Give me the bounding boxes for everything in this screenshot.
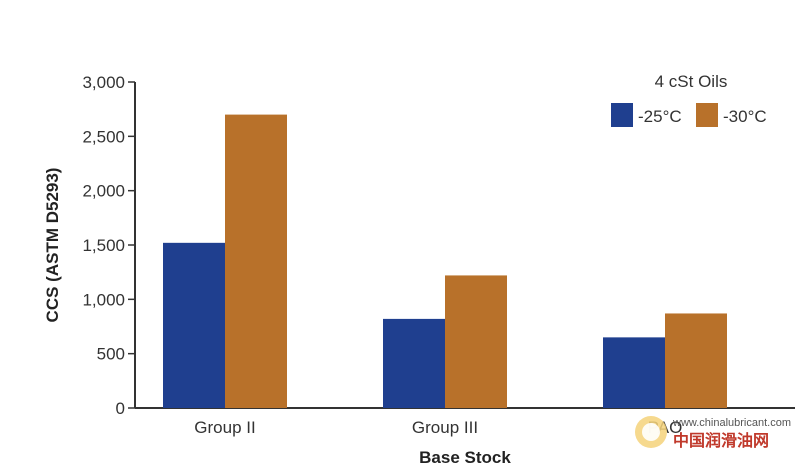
- x-tick-label: Group II: [194, 418, 255, 437]
- y-tick-label: 2,000: [82, 182, 125, 201]
- legend: 4 cSt Oils -25°C -30°C: [611, 72, 767, 127]
- y-tick-label: 2,500: [82, 127, 125, 146]
- y-tick-label: 500: [97, 345, 125, 364]
- bar: [603, 337, 665, 408]
- bar: [163, 242, 225, 408]
- y-tick-label: 3,000: [82, 73, 125, 92]
- y-tick-label: 1,500: [82, 236, 125, 255]
- watermark-logo-icon: [635, 416, 667, 448]
- bar: [225, 114, 287, 408]
- y-tick-label: 1,000: [82, 290, 125, 309]
- x-tick-label: Group III: [412, 418, 478, 437]
- bar: [445, 275, 507, 408]
- bar: [383, 318, 445, 408]
- y-tick-label: 0: [116, 399, 125, 418]
- watermark: www.chinalubricant.com 中国润滑油网: [635, 416, 791, 450]
- y-axis-title: CCS (ASTM D5293): [43, 168, 62, 323]
- legend-title: 4 cSt Oils: [655, 72, 728, 91]
- bars: [163, 114, 727, 408]
- legend-swatch: [611, 103, 633, 127]
- bar: [665, 313, 727, 408]
- watermark-url: www.chinalubricant.com: [672, 417, 791, 429]
- y-axis: 0 500 1,000 1,500 2,000 2,500 3,000: [82, 73, 136, 418]
- legend-label: -30°C: [723, 107, 767, 126]
- legend-swatch: [696, 103, 718, 127]
- x-axis-title: Base Stock: [419, 448, 511, 467]
- legend-label: -25°C: [638, 107, 682, 126]
- watermark-text: 中国润滑油网: [673, 431, 769, 450]
